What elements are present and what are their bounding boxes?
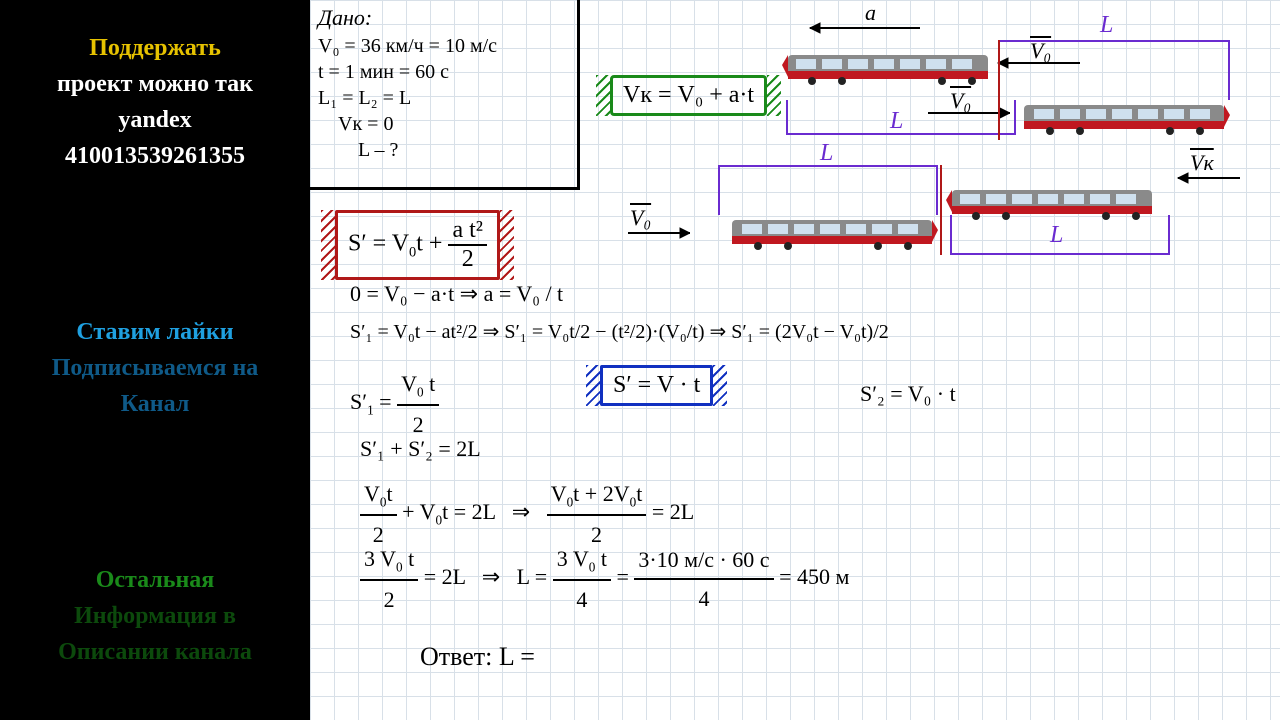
work-line: S′₁ = V₀t − at²/2 ⇒ S′₁ = V₀t/2 − (t²/2)…	[350, 315, 889, 349]
vector-a-arrow	[800, 18, 920, 38]
support-line: проект можно так	[10, 66, 300, 102]
label-L: L	[1050, 222, 1063, 249]
work-line: 3 V0 t2 = 2L ⇒ L = 3 V0 t4 = 3·10 м/с · …	[360, 540, 849, 618]
info-line: Остальная	[10, 562, 300, 598]
train-icon	[718, 210, 938, 252]
given-title: Дано:	[318, 4, 569, 33]
label-L: L	[1100, 12, 1113, 39]
answer-line: Ответ: L =	[420, 635, 535, 679]
given-line: V₀ = 36 км/ч = 10 м/с	[318, 33, 569, 59]
label-L: L	[820, 140, 833, 167]
label-vk: Vк	[1190, 150, 1214, 176]
whiteboard: Дано: V₀ = 36 км/ч = 10 м/с t = 1 мин = …	[310, 0, 1280, 720]
given-line: L₁ = L₂ = L	[318, 85, 569, 111]
divider-red	[940, 165, 942, 255]
given-line: Vк = 0	[318, 111, 569, 137]
likes-line: Ставим лайки	[10, 314, 300, 350]
given-line: L – ?	[318, 137, 569, 163]
support-line: Поддержать	[10, 30, 300, 66]
work-line: S′₁ + S′₂ = 2L	[360, 430, 481, 467]
train-icon	[782, 45, 1002, 87]
support-line: yandex	[10, 102, 300, 138]
sidebar-support: Поддержать проект можно так yandex 41001…	[10, 30, 300, 174]
support-line: 410013539261355	[10, 138, 300, 174]
formula-s2: S′ = V · t	[600, 365, 713, 406]
label-v0: V₀	[630, 205, 651, 231]
label-L: L	[890, 108, 903, 135]
sidebar-info: Остальная Информация в Описании канала	[10, 562, 300, 670]
work-line: 0 = V₀ − a·t ⇒ a = V₀ / t	[350, 275, 563, 312]
sidebar: Поддержать проект можно так yandex 41001…	[0, 0, 310, 720]
likes-line: Подписываемся на	[10, 350, 300, 386]
sidebar-likes: Ставим лайки Подписываемся на Канал	[10, 314, 300, 422]
work-line: S′₂ = V₀ · t	[860, 375, 956, 412]
L-bracket	[718, 165, 938, 215]
likes-line: Канал	[10, 386, 300, 422]
formula-s: S′ = V0t + a t²2	[335, 210, 500, 280]
formula-vk: Vк = V₀ + a·t	[610, 75, 767, 116]
info-line: Описании канала	[10, 634, 300, 670]
train-icon	[1010, 95, 1230, 137]
given-box: Дано: V₀ = 36 км/ч = 10 м/с t = 1 мин = …	[310, 0, 580, 190]
train-icon	[946, 180, 1166, 222]
label-a: a	[865, 0, 876, 26]
L-bracket	[1000, 40, 1230, 100]
info-line: Информация в	[10, 598, 300, 634]
given-line: t = 1 мин = 60 с	[318, 59, 569, 85]
